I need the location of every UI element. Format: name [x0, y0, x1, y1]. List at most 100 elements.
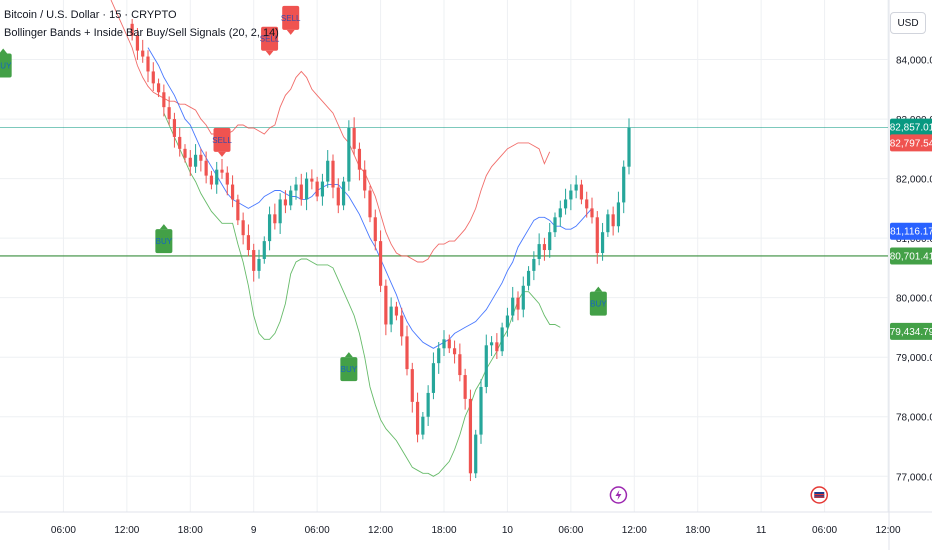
symbol-title[interactable]: Bitcoin / U.S. Dollar · 15 · CRYPTO — [4, 9, 177, 21]
y-tick-label: 80,000.00 — [896, 294, 932, 305]
candle — [511, 286, 515, 322]
candle — [606, 209, 610, 237]
candle — [495, 333, 499, 359]
time-axis[interactable]: 06:00 12:00 18:00 9 06:00 12:00 18:00 10 06:00 12… — [51, 525, 932, 536]
x-tick-label: 9 — [251, 525, 257, 536]
signal-label: SELL — [212, 136, 232, 145]
candle — [304, 172, 309, 211]
candle — [558, 200, 562, 227]
y-tick-label: 79,000.00 — [896, 353, 932, 364]
event-icons — [609, 486, 829, 504]
candle — [257, 249, 261, 279]
candle — [188, 150, 192, 176]
y-tick-label: 82,000.00 — [896, 175, 932, 186]
candle — [426, 385, 430, 426]
candle — [474, 429, 478, 479]
indicator-title[interactable]: Bollinger Bands + Inside Bar Buy/Sell Si… — [4, 27, 279, 39]
candle — [479, 379, 483, 444]
sell-signal[interactable]: SELL — [281, 5, 301, 35]
x-tick-label: 06:00 — [558, 525, 583, 536]
candle — [400, 307, 404, 346]
candle — [394, 301, 399, 321]
x-tick-label: 06:00 — [51, 525, 76, 536]
signal-label: SELL — [260, 35, 280, 44]
candle — [326, 150, 330, 188]
candle — [595, 211, 599, 264]
signal-label: BUY — [156, 237, 173, 246]
candle — [135, 27, 140, 60]
x-tick-label: 10 — [502, 525, 514, 536]
signal-markers: BUYBUYBUYSELLSELLSELLBUYBUY — [0, 5, 607, 382]
svg-text:82,797.54: 82,797.54 — [890, 138, 932, 149]
sell-signal[interactable]: SELL — [212, 127, 232, 157]
signal-label: SELL — [281, 14, 301, 23]
candle — [452, 340, 457, 364]
buy-signal[interactable]: BUY — [0, 48, 12, 78]
candle — [352, 117, 356, 156]
candle — [252, 243, 256, 282]
candle — [468, 389, 473, 482]
candle — [442, 330, 446, 357]
buy-signal[interactable]: BUY — [589, 286, 607, 316]
candle — [489, 336, 494, 357]
signal-label: BUY — [341, 365, 358, 374]
buy-signal[interactable]: BUY — [340, 352, 358, 382]
candle — [384, 279, 388, 336]
candle — [289, 185, 293, 211]
price-tag-red: 82,797.54 — [890, 134, 932, 152]
candle — [373, 209, 377, 251]
upper-band-line — [110, 0, 551, 263]
buy-signal[interactable]: BUY — [155, 224, 173, 254]
legend: Bitcoin / U.S. Dollar · 15 · CRYPTO Boll… — [4, 6, 279, 42]
candle — [151, 62, 155, 92]
candle — [199, 148, 203, 172]
x-tick-label: 12:00 — [368, 525, 393, 536]
candle — [532, 251, 536, 281]
candle — [526, 266, 531, 291]
price-axis-labels: 82,857.0100:4382,797.5481,116.1780,701.4… — [890, 118, 932, 340]
candle — [447, 334, 451, 354]
candle — [246, 224, 251, 257]
svg-text:82,857.01: 82,857.01 — [890, 123, 932, 134]
price-tag-green: 79,434.79 — [890, 322, 932, 340]
candle — [215, 161, 219, 194]
candle — [310, 169, 314, 190]
lower-band-line — [163, 112, 561, 477]
lightning-icon[interactable] — [609, 486, 628, 504]
candle — [341, 176, 346, 211]
candle — [410, 362, 414, 413]
svg-text:81,116.17: 81,116.17 — [890, 227, 932, 238]
x-tick-label: 18:00 — [685, 525, 710, 536]
candle — [437, 342, 441, 374]
candle — [167, 96, 171, 126]
candle — [209, 170, 214, 190]
y-tick-label: 78,000.00 — [896, 413, 932, 424]
candle — [569, 184, 573, 211]
candle — [542, 237, 547, 261]
candle — [294, 176, 298, 200]
candle — [331, 154, 335, 199]
candle — [225, 166, 229, 196]
x-tick-label: 12:00 — [114, 525, 139, 536]
currency-button[interactable]: USD — [890, 12, 926, 34]
candle — [357, 142, 362, 181]
x-tick-label: 06:00 — [305, 525, 330, 536]
sell-signal[interactable]: SELL — [260, 26, 280, 56]
candle — [299, 173, 303, 206]
candle — [193, 144, 198, 173]
candle — [521, 276, 525, 318]
candle — [611, 206, 615, 236]
candle — [431, 352, 436, 400]
candle — [579, 179, 584, 205]
candle — [458, 343, 462, 382]
candle — [278, 193, 282, 234]
x-tick-label: 11 — [756, 525, 767, 536]
flag-icon[interactable] — [810, 486, 829, 504]
candle — [505, 307, 510, 337]
candle — [315, 176, 319, 202]
candle — [600, 222, 605, 261]
candle — [368, 185, 372, 223]
